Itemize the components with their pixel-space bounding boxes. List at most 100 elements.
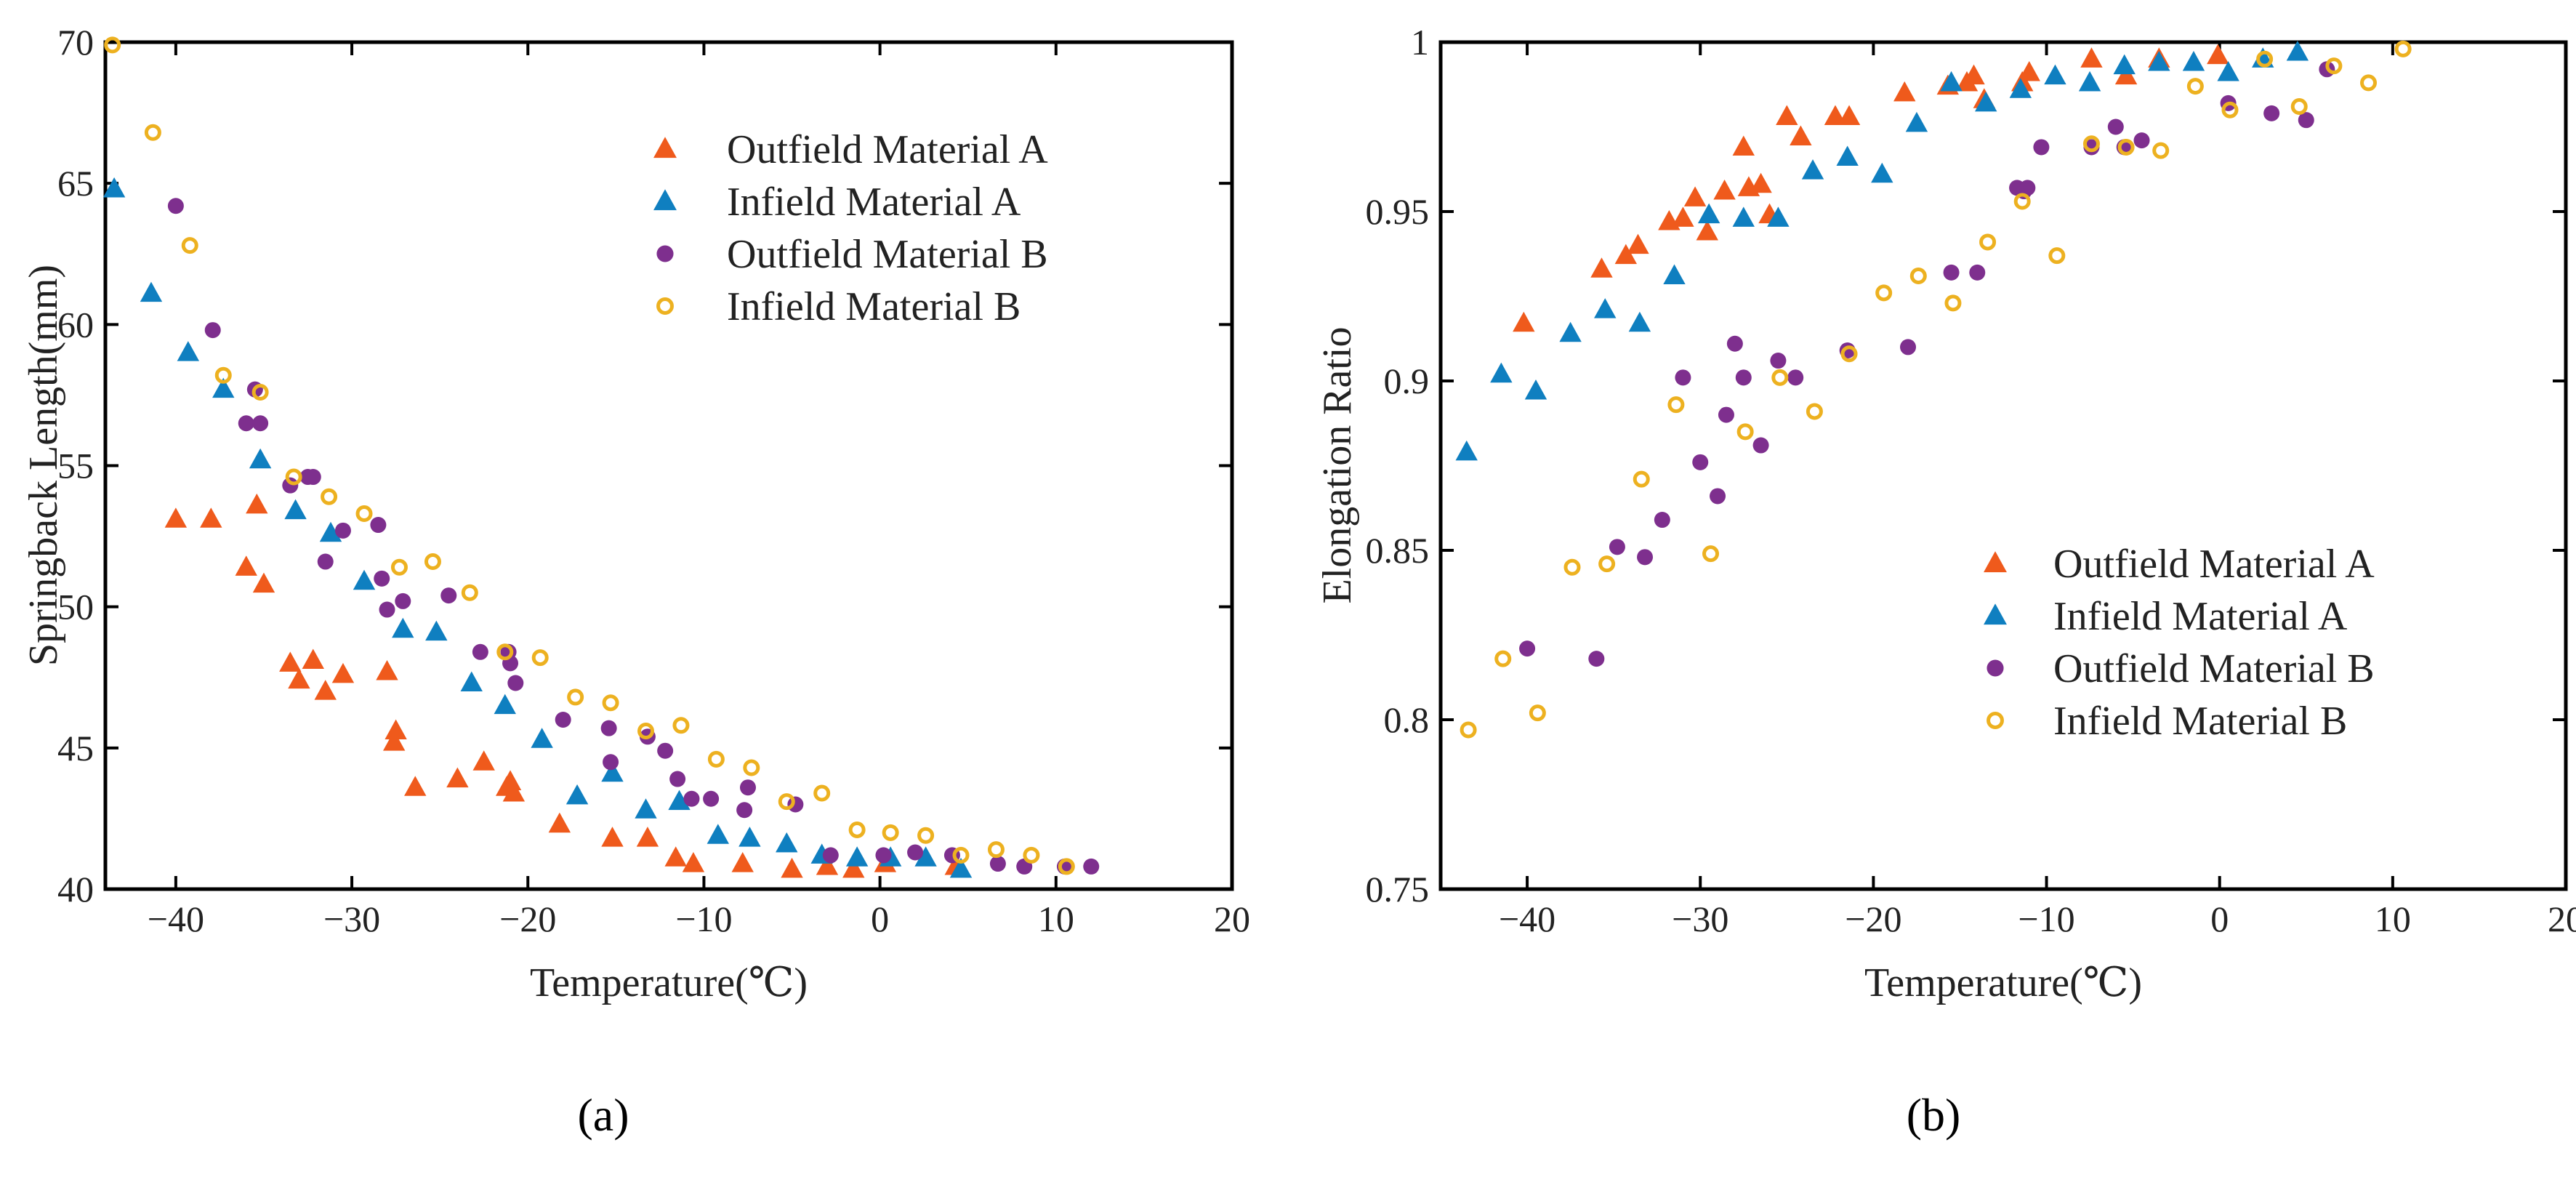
infield-material-b-point [1058, 858, 1075, 875]
legend-label: Outfield Material B [727, 232, 1048, 277]
outfield-material-a-point [2207, 44, 2229, 65]
outfield-material-a-point [682, 852, 705, 872]
outfield-material-a-point [404, 776, 427, 796]
infield-material-b-point [2221, 101, 2239, 118]
infield-material-a-point [1697, 203, 1720, 224]
legend-label: Outfield Material A [2053, 542, 2375, 587]
infield-material-b-point [496, 643, 514, 661]
outfield-material-b-point [555, 712, 571, 728]
infield-material-a-point [1871, 162, 1893, 183]
infield-material-b-point [1806, 403, 1823, 420]
infield-material-b-point [917, 827, 935, 844]
x-tick-label: 20 [1214, 899, 1250, 939]
outfield-material-a-point [1824, 105, 1847, 126]
infield-material-b-point [2186, 78, 2204, 95]
outfield-material-b-point [657, 742, 674, 759]
infield-material-b-point [1494, 650, 1512, 667]
outfield-material-b-point [1083, 858, 1100, 875]
outfield-material-a-point [781, 857, 803, 878]
outfield-material-a-point [200, 507, 222, 528]
infield-material-a-point [177, 341, 200, 361]
outfield-material-b-point [472, 643, 488, 660]
infield-material-a-point [284, 499, 307, 520]
infield-material-b-point [2152, 142, 2170, 159]
infield-material-a-point [2044, 64, 2066, 85]
infield-material-b-point [1667, 396, 1685, 414]
infield-material-a-point [668, 790, 691, 811]
outfield-material-a-point [1683, 186, 1707, 206]
outfield-material-b-point [2033, 139, 2050, 156]
y-tick-label: 0.75 [1366, 869, 1430, 909]
infield-material-a-point [1628, 311, 1651, 332]
y-tick-label: 60 [57, 304, 94, 345]
y-tick-label: 0.8 [1384, 699, 1430, 740]
infield-material-a-point [102, 177, 126, 198]
infield-material-a-point [460, 671, 483, 692]
outfield-material-b-point [507, 675, 524, 691]
caption-a: (a) [577, 1089, 629, 1141]
legend-marker [1987, 712, 2004, 729]
infield-material-b-point [2048, 247, 2066, 265]
infield-material-b-point [181, 237, 198, 254]
infield-material-b-point [531, 649, 549, 667]
outfield-material-a-point [548, 812, 571, 833]
outfield-material-b-point [875, 847, 892, 864]
x-tick-label: 20 [2548, 899, 2576, 939]
infield-material-b-point [1736, 423, 1754, 441]
infield-material-a-point [212, 377, 235, 398]
outfield-material-a-point [1732, 135, 1755, 156]
infield-material-a-point [1594, 298, 1617, 318]
outfield-material-b-point [2133, 132, 2150, 149]
y-tick-label: 0.9 [1384, 361, 1430, 401]
legend-b: Outfield Material A Infield Material A Out… [1984, 542, 2375, 744]
legend-label: Infield Material B [2053, 699, 2347, 744]
infield-material-b-point [952, 846, 970, 864]
outfield-material-a-point [331, 662, 355, 683]
outfield-material-b-point [317, 553, 334, 570]
outfield-material-b-point [395, 592, 411, 609]
infield-material-b-point [848, 821, 866, 838]
x-tick-label: −40 [1499, 899, 1555, 939]
outfield-material-b-point [603, 754, 619, 771]
outfield-material-b-point [703, 790, 720, 807]
outfield-material-a-point [279, 651, 302, 672]
outfield-material-b-point [1752, 437, 1769, 454]
plot-frame-a [103, 40, 1234, 891]
infield-material-b-point [1529, 704, 1546, 722]
outfield-material-b-point [1675, 369, 1691, 386]
infield-material-b-point [1909, 268, 1927, 285]
infield-material-a-point [1940, 71, 1963, 92]
infield-material-b-point [813, 784, 831, 802]
infield-material-b-point [144, 124, 161, 141]
legend-a: Outfield Material A Infield Material A Out… [653, 127, 1048, 329]
outfield-material-a-point [1614, 244, 1638, 265]
infield-material-a-point [738, 827, 761, 847]
outfield-material-b-point [822, 847, 839, 864]
infield-material-b-point [1598, 555, 1616, 573]
legend-label: Infield Material A [727, 180, 1021, 225]
y-tick-label: 45 [57, 728, 94, 768]
outfield-material-b-point [1519, 640, 1536, 657]
legend-label: Outfield Material B [2053, 646, 2375, 691]
outfield-material-a-point [1696, 220, 1718, 241]
outfield-material-b-point [1726, 335, 1743, 352]
y-axis-label-b: Elongation Ratio [1315, 326, 1360, 603]
infield-material-a-point [2078, 71, 2101, 92]
outfield-material-a-point [1627, 233, 1649, 254]
infield-material-a-point [425, 620, 448, 641]
x-axis-label-a: Temperature(℃) [530, 960, 808, 1005]
outfield-material-b-point [282, 477, 299, 494]
outfield-material-a-point [842, 857, 865, 878]
data-points-a [102, 36, 1100, 878]
outfield-material-b-point [374, 570, 390, 587]
infield-material-a-point [1974, 91, 1997, 112]
infield-material-a-point [1455, 440, 1478, 461]
outfield-material-a-point [1513, 311, 1535, 332]
infield-material-a-point [1732, 206, 1755, 227]
legend-marker [656, 245, 674, 262]
outfield-material-b-point [252, 415, 269, 432]
outfield-material-a-point [2114, 64, 2138, 85]
infield-material-b-point [214, 366, 232, 384]
infield-material-a-point [319, 521, 342, 542]
outfield-material-a-point [382, 731, 406, 751]
